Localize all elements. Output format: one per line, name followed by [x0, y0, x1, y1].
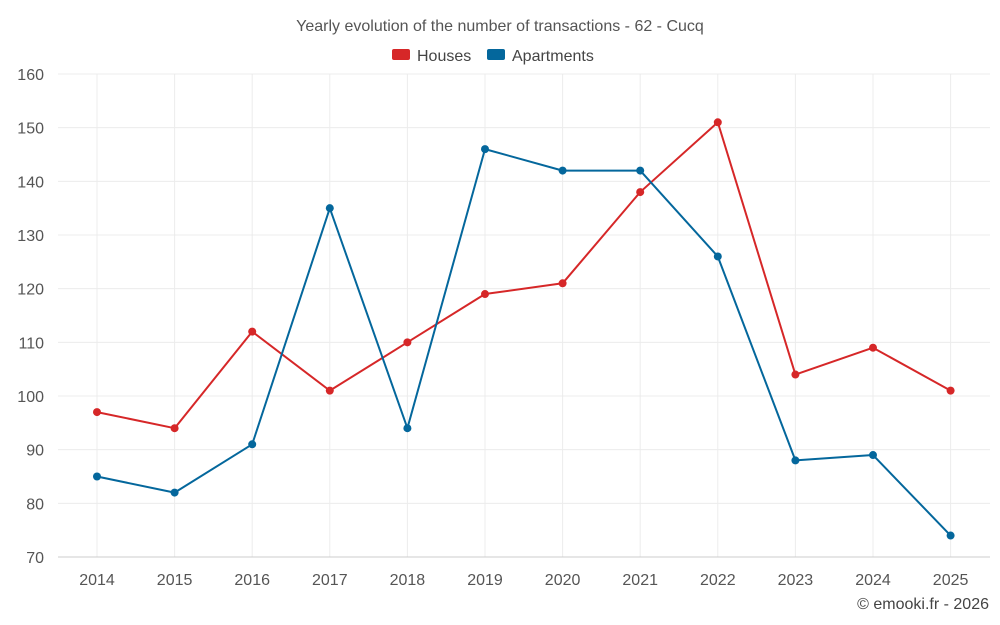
legend-item-apartments[interactable]: Apartments: [487, 48, 594, 65]
legend-label-houses: Houses: [417, 48, 471, 65]
x-tick-label: 2025: [933, 572, 969, 589]
data-point-houses[interactable]: [713, 118, 722, 127]
data-point-apartments[interactable]: [869, 451, 877, 460]
y-tick-label: 80: [26, 496, 44, 513]
series-line-apartments: [96, 148, 952, 537]
chart-title: Yearly evolution of the number of transa…: [296, 18, 704, 35]
data-point-apartments[interactable]: [93, 472, 101, 481]
y-tick-label: 120: [17, 282, 44, 299]
y-tick-label: 70: [26, 550, 44, 567]
data-point-houses[interactable]: [248, 327, 257, 336]
data-point-apartments[interactable]: [248, 440, 257, 449]
data-point-apartments[interactable]: [170, 488, 179, 497]
data-point-apartments[interactable]: [403, 424, 412, 433]
x-tick-label: 2015: [157, 572, 193, 589]
y-axis-ticks: 70 80 90 100 110 120 130 140 150 160: [17, 67, 44, 567]
data-point-apartments[interactable]: [946, 531, 955, 540]
y-tick-label: 130: [17, 228, 44, 245]
data-point-houses[interactable]: [946, 386, 955, 395]
y-tick-label: 140: [17, 174, 44, 191]
x-tick-label: 2018: [390, 572, 426, 589]
data-point-apartments[interactable]: [481, 145, 489, 154]
x-tick-label: 2014: [79, 572, 115, 589]
data-point-houses[interactable]: [869, 343, 877, 352]
x-tick-label: 2021: [622, 572, 658, 589]
y-tick-label: 150: [17, 121, 44, 138]
data-point-houses[interactable]: [791, 370, 800, 379]
credit-text: © emooki.fr - 2026: [857, 596, 989, 613]
data-point-houses[interactable]: [558, 279, 567, 288]
data-point-apartments[interactable]: [713, 252, 722, 261]
data-point-houses[interactable]: [325, 386, 334, 395]
data-point-apartments[interactable]: [636, 166, 645, 175]
x-axis-ticks: 2014 2015 2016 2017 2018 2019 2020 2021 2022 2023…: [79, 572, 968, 589]
legend: Houses Apartments: [392, 48, 594, 65]
data-point-houses[interactable]: [403, 338, 412, 347]
x-gridlines: [96, 74, 952, 557]
y-tick-label: 90: [26, 443, 44, 460]
series-line-houses: [96, 121, 952, 430]
x-tick-label: 2017: [312, 572, 348, 589]
y-tick-label: 110: [18, 335, 44, 352]
x-tick-label: 2022: [700, 572, 736, 589]
legend-swatch-apartments: [487, 49, 505, 60]
data-point-houses[interactable]: [481, 290, 489, 299]
data-point-houses[interactable]: [170, 424, 179, 433]
legend-swatch-houses: [392, 49, 410, 60]
y-tick-label: 100: [17, 389, 44, 406]
x-tick-label: 2020: [545, 572, 581, 589]
data-point-apartments[interactable]: [791, 456, 800, 465]
data-point-apartments[interactable]: [558, 166, 567, 175]
x-tick-label: 2023: [778, 572, 814, 589]
series-layer: [93, 118, 955, 540]
legend-item-houses[interactable]: Houses: [392, 48, 471, 65]
legend-label-apartments: Apartments: [512, 48, 594, 65]
x-tick-label: 2016: [234, 572, 270, 589]
data-point-houses[interactable]: [93, 408, 101, 417]
y-tick-label: 160: [17, 67, 44, 84]
data-point-houses[interactable]: [636, 188, 645, 197]
data-point-apartments[interactable]: [325, 204, 334, 213]
x-tick-label: 2019: [467, 572, 503, 589]
x-tick-label: 2024: [855, 572, 891, 589]
